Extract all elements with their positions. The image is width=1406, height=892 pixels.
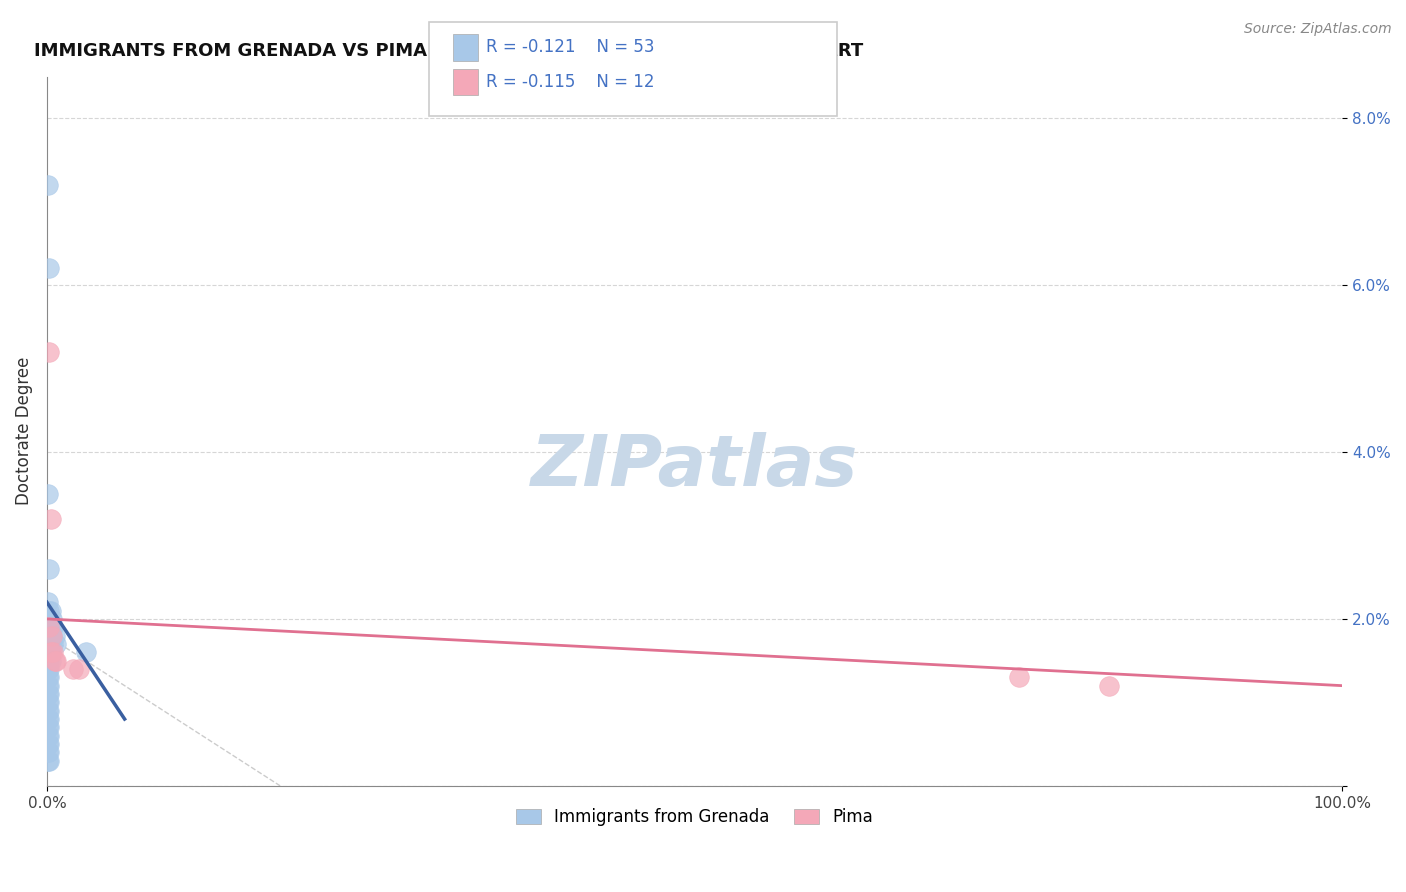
Point (37, 620, 59, 634)
Point (38, 720, 60, 734)
Point (1007, 670, 1029, 684)
Point (37, 662, 59, 676)
Point (38, 345, 60, 359)
Text: IMMIGRANTS FROM GRENADA VS PIMA DOCTORATE DEGREE CORRELATION CHART: IMMIGRANTS FROM GRENADA VS PIMA DOCTORAT… (34, 42, 863, 60)
Point (37, 746, 59, 760)
Point (38, 637, 60, 651)
Point (38, 737, 60, 751)
Point (41, 612, 63, 626)
Point (38, 620, 60, 634)
Point (38, 729, 60, 743)
Point (38, 712, 60, 726)
Text: R = -0.115    N = 12: R = -0.115 N = 12 (486, 73, 655, 91)
Point (37, 695, 59, 709)
Point (37, 595, 59, 609)
Point (42, 645, 65, 659)
Point (44, 629, 66, 643)
Point (38, 687, 60, 701)
Point (39, 512, 62, 526)
Point (37, 704, 59, 718)
Point (37, 487, 59, 501)
Point (42, 637, 65, 651)
Point (37, 178, 59, 192)
Point (38, 612, 60, 626)
Point (67, 662, 90, 676)
Y-axis label: Doctorate Degree: Doctorate Degree (15, 357, 32, 506)
Point (41, 629, 63, 643)
Point (38, 620, 60, 634)
Point (37, 670, 59, 684)
Point (38, 670, 60, 684)
Point (42, 620, 65, 634)
Point (38, 704, 60, 718)
Point (41, 629, 63, 643)
Point (38, 654, 60, 668)
Point (45, 654, 67, 668)
Point (38, 261, 60, 276)
Point (37, 687, 59, 701)
Point (37, 720, 59, 734)
Point (38, 562, 60, 576)
Text: R = -0.121    N = 53: R = -0.121 N = 53 (486, 38, 655, 56)
Point (38, 695, 60, 709)
Point (37, 737, 59, 751)
Point (44, 654, 66, 668)
Point (39, 645, 62, 659)
Point (38, 603, 60, 617)
Point (39, 620, 62, 634)
Point (38, 754, 60, 768)
Point (38, 645, 60, 659)
Point (37, 645, 59, 659)
Point (37, 629, 59, 643)
Point (39, 603, 62, 617)
Point (37, 637, 59, 651)
Point (38, 746, 60, 760)
Point (37, 679, 59, 693)
Point (45, 637, 67, 651)
Point (39, 654, 62, 668)
Point (38, 662, 60, 676)
Point (75, 645, 97, 659)
Point (37, 754, 59, 768)
Text: ZIPatlas: ZIPatlas (531, 432, 858, 501)
Text: Source: ZipAtlas.com: Source: ZipAtlas.com (1244, 22, 1392, 37)
Point (1098, 679, 1121, 693)
Legend: Immigrants from Grenada, Pima: Immigrants from Grenada, Pima (508, 799, 882, 834)
Point (38, 629, 60, 643)
Point (62, 662, 84, 676)
Point (37, 712, 59, 726)
Point (38, 679, 60, 693)
Point (37, 612, 59, 626)
Point (37, 729, 59, 743)
Point (39, 637, 62, 651)
Point (37, 654, 59, 668)
